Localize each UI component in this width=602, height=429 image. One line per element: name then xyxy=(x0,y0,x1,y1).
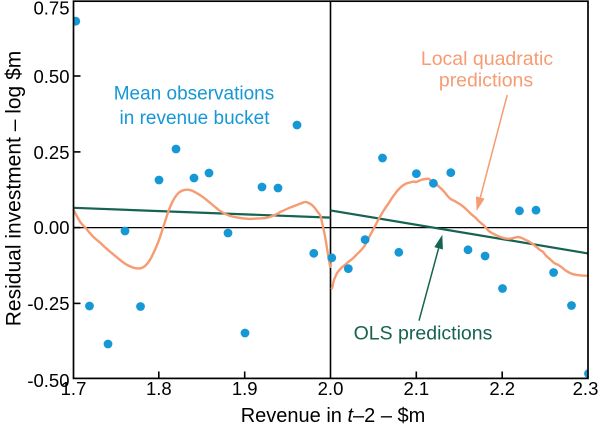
svg-text:-0.50: -0.50 xyxy=(27,370,69,391)
svg-text:OLS predictions: OLS predictions xyxy=(354,323,493,345)
svg-text:in revenue bucket: in revenue bucket xyxy=(120,108,271,129)
svg-text:Revenue in t–2 – $m: Revenue in t–2 – $m xyxy=(241,405,426,427)
svg-text:Mean observations: Mean observations xyxy=(114,84,275,105)
svg-text:predictions: predictions xyxy=(439,70,534,92)
svg-text:2.0: 2.0 xyxy=(318,378,344,399)
svg-text:2.3: 2.3 xyxy=(573,378,599,399)
svg-text:2.2: 2.2 xyxy=(489,378,515,399)
svg-text:1.8: 1.8 xyxy=(146,378,172,399)
svg-text:1.7: 1.7 xyxy=(61,378,87,399)
svg-text:Local quadratic: Local quadratic xyxy=(421,48,554,70)
svg-text:-0.25: -0.25 xyxy=(27,293,69,314)
svg-text:0.50: 0.50 xyxy=(33,66,69,87)
svg-text:0.75: 0.75 xyxy=(33,0,69,18)
svg-text:Residual investment – log $m: Residual investment – log $m xyxy=(3,51,26,326)
svg-text:0.25: 0.25 xyxy=(33,142,69,163)
svg-text:2.1: 2.1 xyxy=(403,378,429,399)
svg-text:0.00: 0.00 xyxy=(33,217,69,238)
svg-text:1.9: 1.9 xyxy=(232,378,258,399)
